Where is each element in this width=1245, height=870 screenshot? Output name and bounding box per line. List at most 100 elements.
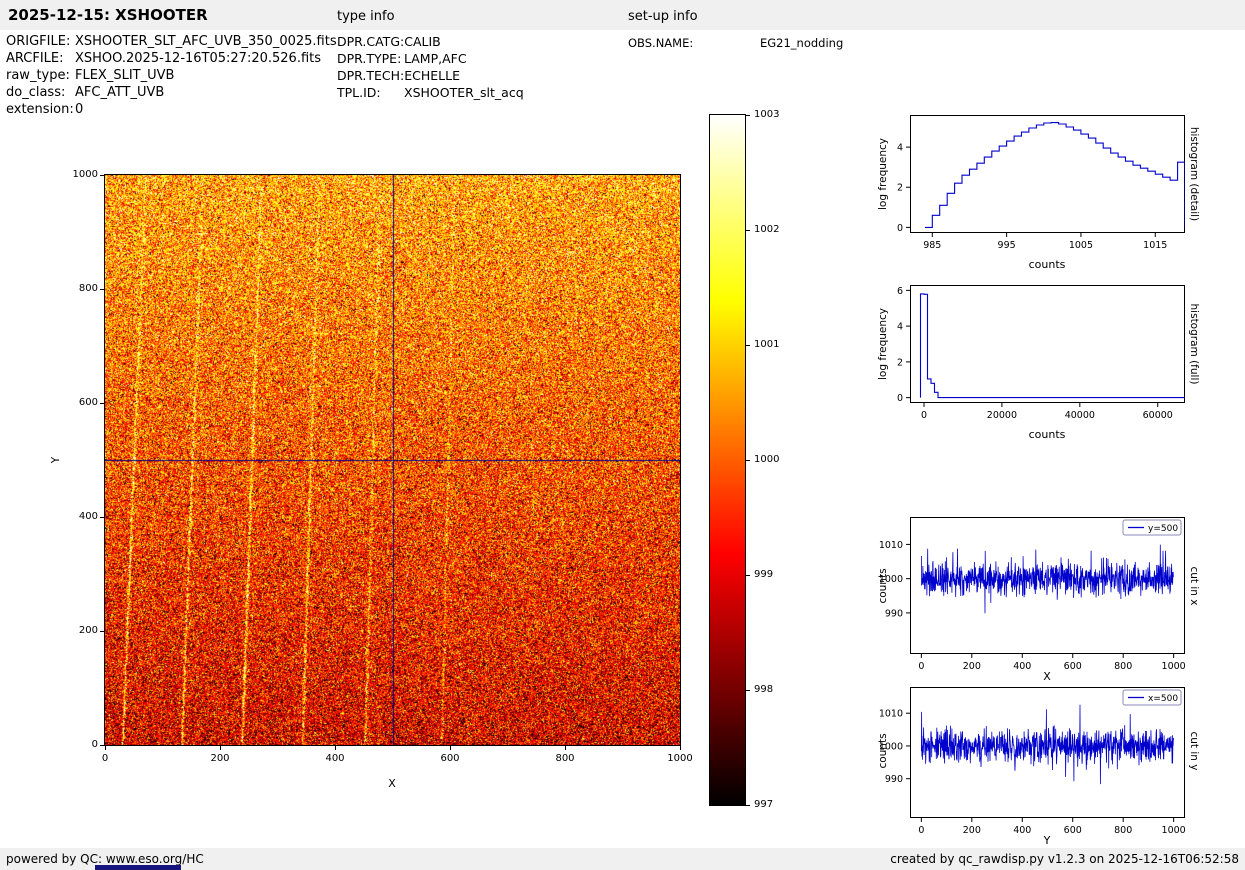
x-tick-mark	[449, 746, 451, 750]
x-tick-label: 400	[1013, 825, 1031, 836]
meta-value: FLEX_SLIT_UVB	[75, 68, 175, 83]
plot-frame	[910, 285, 1185, 403]
y-tick-label: 1010	[879, 709, 903, 720]
histogram-full-y-label: log frequency	[877, 307, 889, 381]
meta-value: AFC_ATT_UVB	[75, 85, 165, 100]
colorbar-tick-mark	[746, 804, 750, 806]
y-tick-label: 400	[78, 511, 98, 522]
chart-svg: 0 200 400 600 800 1000 990 1000 1010 y=500	[879, 517, 1186, 672]
legend-label: x=500	[1148, 694, 1178, 704]
cut-in-y-y-label: counts	[877, 733, 889, 769]
x-tick-label: 0	[918, 661, 924, 672]
cut-in-x-side-label: cut in x	[1188, 566, 1200, 606]
meta-label: OBS.NAME:	[628, 36, 694, 50]
colorbar-tick-label: 1003	[754, 109, 780, 120]
histogram-step-line	[919, 293, 1185, 399]
meta-value: LAMP,AFC	[404, 51, 467, 66]
cut-in-y-side-label: cut in y	[1188, 731, 1200, 771]
y-tick-mark	[100, 516, 104, 518]
colorbar-tick-mark	[746, 574, 750, 576]
meta-label: extension:	[6, 102, 74, 117]
meta-label: DPR.CATG:	[337, 34, 405, 49]
colorbar-tick-label: 1002	[754, 224, 780, 235]
cut-profile-line	[921, 704, 1174, 785]
y-tick-label: 1000	[879, 741, 903, 752]
y-tick-mark	[100, 288, 104, 290]
y-tick-label: 1010	[879, 540, 903, 551]
y-tick-label: 200	[78, 625, 98, 636]
meta-value: XSHOOTER_slt_acq	[404, 85, 524, 100]
x-tick-label: 1015	[1143, 240, 1167, 251]
cut-in-y-panel: 0 200 400 600 800 1000 990 1000 1010 x=500	[868, 681, 1199, 848]
x-tick-label: 200	[963, 825, 981, 836]
x-tick-label: 1000	[667, 753, 693, 764]
meta-value: EG21_nodding	[760, 36, 844, 50]
footer-bar: powered by QC: www.eso.org/HC created by…	[0, 848, 1245, 870]
setup-info-heading: set-up info	[628, 9, 698, 24]
y-tick-label: 4	[897, 143, 903, 154]
x-tick-label: 0	[101, 753, 109, 764]
footer-right-text: created by qc_rawdisp.py v1.2.3 on 2025-…	[890, 852, 1239, 866]
chart-svg: 985 995 1005 1015 0 2 4	[897, 115, 1185, 251]
x-tick-label: 600	[1064, 661, 1082, 672]
y-tick-label: 990	[885, 608, 903, 619]
x-tick-label: 995	[998, 240, 1016, 251]
y-tick-label: 600	[78, 397, 98, 408]
legend-box	[1122, 689, 1182, 706]
meta-label: do_class:	[6, 85, 66, 100]
x-tick-label: 800	[1114, 661, 1132, 672]
metadata-row: OBS.NAME: EG21_nodding	[628, 36, 843, 53]
y-tick-mark	[100, 744, 104, 746]
colorbar-tick-mark	[746, 459, 750, 461]
meta-value: XSHOO.2025-12-16T05:27:20.526.fits	[75, 51, 322, 66]
y-tick-mark	[100, 174, 104, 176]
x-tick-label: 1000	[1162, 825, 1186, 836]
x-tick-mark	[219, 746, 221, 750]
meta-value: 0	[75, 102, 84, 117]
detector-image-canvas	[105, 175, 680, 745]
x-tick-label: 200	[210, 753, 230, 764]
x-tick-mark	[104, 746, 106, 750]
colorbar-tick-mark	[746, 114, 750, 116]
footer-left-text: powered by QC: www.eso.org/HC	[6, 852, 204, 866]
meta-label: DPR.TECH:	[337, 68, 405, 83]
y-tick-label: 0	[897, 393, 903, 404]
y-tick-label: 0	[91, 739, 98, 750]
colorbar-tick-mark	[746, 344, 750, 346]
meta-value: XSHOOTER_SLT_AFC_UVB_350_0025.fits	[75, 34, 337, 49]
colorbar-tick-label: 1001	[754, 339, 780, 350]
metadata-row: DPR.CATG: CALIB	[337, 34, 524, 51]
y-tick-label: 1000	[879, 574, 903, 585]
page-title: 2025-12-15: XSHOOTER	[8, 6, 208, 24]
x-tick-label: 800	[555, 753, 575, 764]
meta-label: DPR.TYPE:	[337, 51, 402, 66]
x-tick-label: 1000	[1162, 661, 1186, 672]
meta-label: ORIGFILE:	[6, 34, 71, 49]
colorbar-frame	[709, 114, 746, 806]
chart-svg: 0 200 400 600 800 1000 990 1000 1010 x=500	[879, 687, 1186, 836]
colorbar-tick-label: 999	[754, 569, 774, 580]
cut-in-x-x-label: X	[1043, 670, 1051, 683]
x-tick-mark	[679, 746, 681, 750]
histogram-detail-panel: 985 995 1005 1015 0 2 4	[868, 109, 1199, 263]
x-tick-mark	[334, 746, 336, 750]
y-tick-label: 2	[897, 357, 903, 368]
y-tick-label: 1000	[72, 169, 98, 180]
type-info-heading: type info	[337, 9, 395, 24]
legend-label: y=500	[1148, 524, 1178, 534]
y-tick-label: 2	[897, 183, 903, 194]
x-tick-label: 0	[918, 825, 924, 836]
meta-value: CALIB	[404, 34, 441, 49]
metadata-row: TPL.ID: XSHOOTER_slt_acq	[337, 85, 524, 102]
histogram-full-x-label: counts	[1028, 428, 1066, 441]
detector-image-frame	[104, 174, 681, 746]
x-tick-label: 20000	[987, 410, 1017, 421]
x-tick-label: 600	[1064, 825, 1082, 836]
main-x-axis-label: X	[388, 777, 396, 790]
metadata-row: ORIGFILE: XSHOOTER_SLT_AFC_UVB_350_0025.f…	[6, 34, 337, 51]
x-tick-label: 1005	[1069, 240, 1093, 251]
cut-in-x-y-label: counts	[877, 568, 889, 604]
y-tick-mark	[100, 630, 104, 632]
colorbar-gradient	[710, 115, 745, 805]
histogram-step-line	[924, 122, 1185, 228]
